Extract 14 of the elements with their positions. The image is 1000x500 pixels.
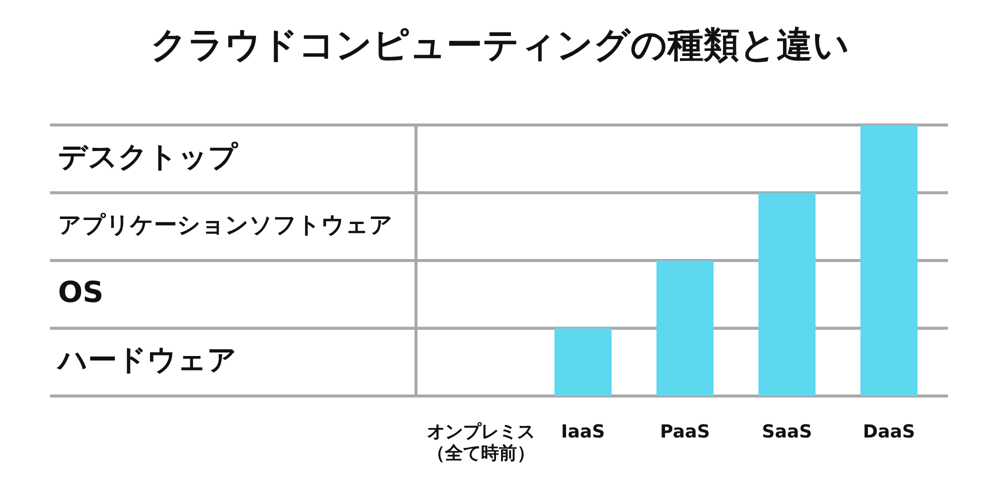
text: デスクトップ — [58, 139, 239, 174]
bar — [860, 125, 918, 396]
bar — [656, 260, 714, 396]
x-tick-label: IaaS — [561, 421, 605, 442]
text: ハードウェア — [56, 342, 237, 377]
text: アプリケーションソフトウェア — [58, 212, 393, 239]
bar — [554, 328, 612, 396]
x-tick-label: PaaS — [660, 421, 710, 442]
x-tick-label: DaaS — [862, 421, 916, 442]
chart-title: クラウドコンピューティングの種類と違い — [150, 24, 850, 67]
text: OS — [58, 274, 104, 309]
bar — [758, 192, 816, 396]
x-tick-label: SaaS — [762, 421, 812, 442]
x-tick-label: オンプレミス（全て時前） — [427, 421, 535, 464]
